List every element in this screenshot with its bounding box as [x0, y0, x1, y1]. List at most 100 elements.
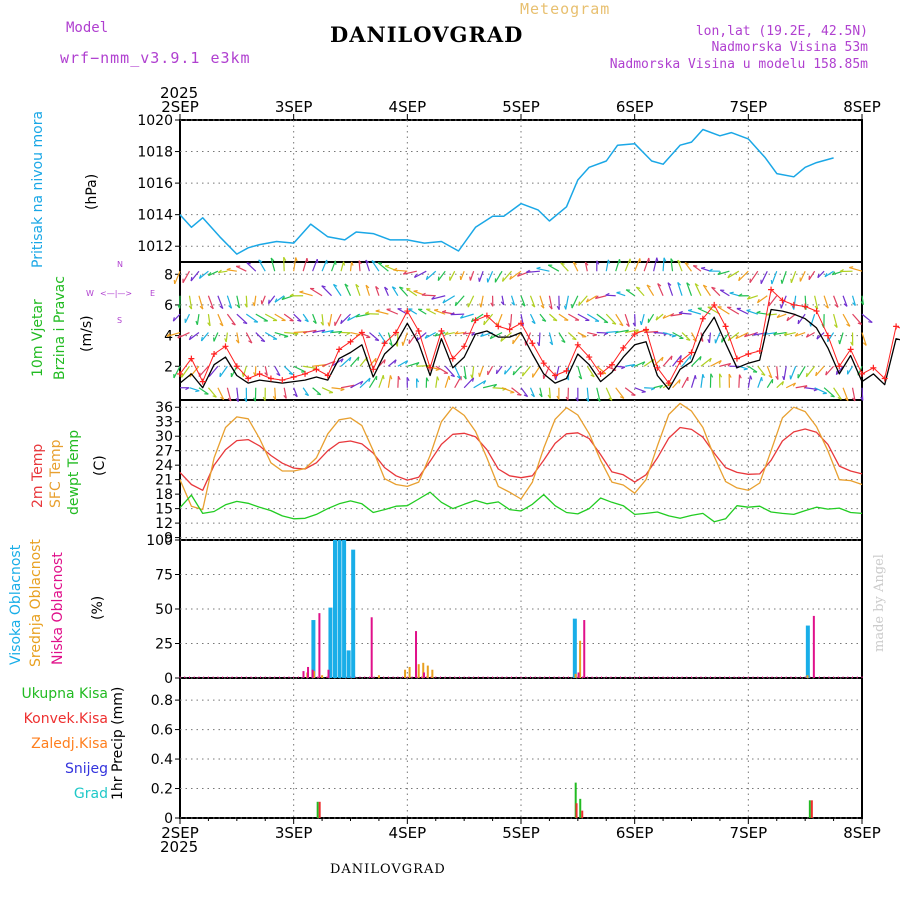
wind-barb: [833, 387, 842, 400]
wind-barb-head: [792, 382, 797, 387]
wind-barb-head: [199, 305, 204, 310]
wind-barb: [616, 292, 626, 297]
wind-barb: [449, 270, 456, 281]
wind-barb-head: [241, 372, 244, 377]
wind-barb: [548, 332, 554, 345]
wind-barb: [586, 313, 600, 322]
wind-barb: [235, 265, 247, 272]
wind-gust-marker: [222, 343, 229, 350]
total-rain-bar: [808, 800, 811, 818]
wind-barb: [823, 387, 835, 398]
wind-barb-head: [267, 299, 270, 304]
wind-barb-head: [572, 261, 577, 266]
wind-barb: [776, 313, 787, 319]
wind-barb: [655, 313, 664, 321]
wind-barb: [747, 365, 758, 373]
legend-total-rain: Ukupna Kisa: [21, 686, 108, 702]
wind-barb: [719, 289, 730, 297]
y-tick-label: 9: [164, 531, 173, 547]
wind-barb: [302, 257, 308, 272]
wind-gust-marker: [654, 364, 661, 371]
wind-barb-head: [678, 379, 681, 384]
wind-barb-head: [844, 397, 849, 402]
wind-barb-head: [470, 318, 474, 323]
wind-barb-head: [270, 257, 275, 262]
wind-gust-marker: [563, 367, 570, 374]
wind-barb-head: [670, 258, 674, 263]
wind-barb-head: [231, 322, 236, 326]
wind-barb: [738, 270, 749, 282]
wind-barb-head: [316, 393, 321, 396]
wind-barb-head: [531, 320, 536, 325]
wind-barb: [355, 313, 370, 318]
mid-cloud-bar: [426, 665, 429, 678]
wind-barb-head: [552, 319, 558, 322]
wind-barb-head: [629, 258, 632, 263]
wind-barb-head: [217, 269, 222, 274]
mid-cloud-bar: [422, 662, 425, 678]
wind-barb-head: [536, 342, 540, 347]
wind-barb: [181, 365, 190, 378]
wind-barb-head: [413, 273, 418, 278]
wind-barb: [334, 313, 342, 326]
wind-barb: [226, 295, 233, 309]
low-cloud-bar: [370, 617, 373, 678]
wind-gust-marker: [302, 370, 309, 377]
wind-barb-head: [327, 322, 330, 327]
wind-barb-head: [556, 305, 560, 310]
wind-barb: [293, 313, 302, 322]
wind-barb: [578, 295, 588, 306]
wind-barb: [823, 295, 829, 309]
elevation-label: Nadmorska Visina 53m: [711, 40, 868, 55]
low-cloud-bar: [302, 671, 305, 678]
wind-barb: [560, 262, 569, 272]
convective-rain-bar: [581, 810, 584, 818]
wind-barb-head: [281, 296, 286, 300]
wind-barb-head: [357, 356, 360, 361]
wind-gust-marker: [688, 349, 695, 356]
wind-barb-head: [833, 324, 838, 329]
wind-barb: [299, 291, 313, 297]
wind-barb-head: [459, 314, 464, 319]
wind-gust-marker: [745, 351, 752, 357]
wind-barb-head: [190, 276, 193, 282]
wind-barb: [435, 365, 449, 374]
wind-barb-head: [397, 375, 401, 381]
wind-barb: [435, 376, 438, 388]
wind-barb: [520, 295, 526, 307]
wind-gust-marker: [188, 355, 195, 362]
wind-barb-head: [632, 322, 636, 327]
wind-barb: [707, 306, 721, 315]
wind-barb: [473, 380, 486, 389]
wind-barb-head: [556, 395, 560, 400]
wind-barb-head: [703, 284, 708, 288]
wind-barb: [312, 329, 326, 334]
mid-cloud-bar: [377, 675, 380, 678]
wind-barb: [172, 313, 181, 322]
temp2m-line: [179, 426, 863, 491]
wind-barb-head: [493, 383, 498, 388]
wind-barb-head: [601, 372, 606, 375]
wind-barb-head: [371, 260, 376, 264]
wind-barb-head: [548, 305, 553, 310]
wind-barb-head: [375, 285, 380, 290]
wind-barb: [460, 270, 465, 281]
legend-convective-rain: Konvek.Kisa: [23, 711, 108, 727]
low-cloud-bar: [422, 672, 425, 678]
convective-rain-bar: [575, 803, 578, 818]
wind-barb-head: [738, 276, 741, 281]
wind-barb: [710, 360, 722, 367]
wind-barb-head: [596, 397, 601, 402]
wind-barb: [653, 356, 664, 367]
x-day-label-top: 4SEP: [389, 98, 427, 116]
wind-barb-head: [338, 330, 343, 335]
wind-barb-head: [596, 260, 600, 265]
meteogram-label: Meteogram: [520, 0, 611, 18]
x-day-label-bottom: 5SEP: [502, 824, 540, 842]
wind-barb-head: [531, 304, 536, 308]
wind-barb-head: [188, 335, 192, 340]
wind-barb: [264, 313, 278, 322]
wind-barb-head: [501, 277, 505, 282]
wind-barb-head: [483, 380, 487, 385]
wind-barb-head: [578, 375, 583, 380]
